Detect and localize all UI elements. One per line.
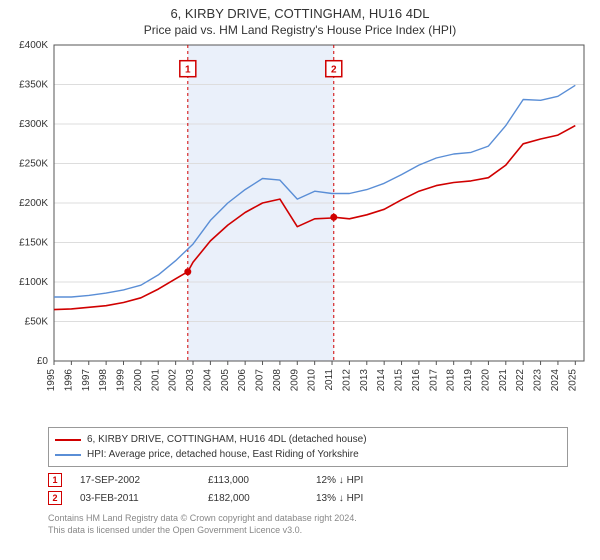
legend-row: HPI: Average price, detached house, East…	[55, 447, 561, 462]
x-tick-label: 2006	[237, 369, 248, 392]
chart-title: 6, KIRBY DRIVE, COTTINGHAM, HU16 4DL	[0, 0, 600, 21]
x-tick-label: 2015	[394, 369, 405, 392]
y-tick-label: £250K	[19, 159, 48, 170]
x-tick-label: 2011	[324, 369, 335, 391]
x-tick-label: 2008	[272, 369, 283, 392]
marker-hpi: 12% ↓ HPI	[316, 475, 426, 486]
legend-label: HPI: Average price, detached house, East…	[87, 447, 359, 462]
x-tick-label: 2024	[550, 369, 561, 392]
marker-hpi: 13% ↓ HPI	[316, 493, 426, 504]
legend: 6, KIRBY DRIVE, COTTINGHAM, HU16 4DL (de…	[48, 427, 568, 467]
x-tick-label: 2019	[463, 369, 474, 392]
y-tick-label: £50K	[25, 317, 49, 328]
x-tick-label: 2020	[480, 369, 491, 392]
x-tick-label: 2018	[446, 369, 457, 392]
sale-marker-dot	[330, 214, 337, 221]
legend-label: 6, KIRBY DRIVE, COTTINGHAM, HU16 4DL (de…	[87, 432, 367, 447]
x-tick-label: 2025	[567, 369, 578, 392]
marker-badge: 1	[48, 473, 62, 487]
footer-line: This data is licensed under the Open Gov…	[48, 525, 588, 537]
x-tick-label: 2023	[533, 369, 544, 392]
marker-row: 1 17-SEP-2002 £113,000 12% ↓ HPI	[48, 471, 568, 489]
x-tick-label: 1997	[81, 369, 92, 392]
x-tick-label: 2005	[220, 369, 231, 392]
y-tick-label: £0	[37, 356, 49, 367]
x-tick-label: 1998	[98, 369, 109, 392]
sales-markers-table: 1 17-SEP-2002 £113,000 12% ↓ HPI 2 03-FEB-201…	[48, 471, 568, 507]
marker-price: £182,000	[208, 493, 298, 504]
marker-date: 03-FEB-2011	[80, 493, 190, 504]
x-tick-label: 2000	[133, 369, 144, 392]
x-tick-label: 2014	[376, 369, 387, 392]
x-tick-label: 2009	[289, 369, 300, 392]
x-tick-label: 2003	[185, 369, 196, 392]
legend-swatch	[55, 439, 81, 441]
sale-label-text: 1	[185, 65, 191, 76]
y-tick-label: £350K	[19, 80, 48, 91]
x-tick-label: 2010	[307, 369, 318, 392]
x-tick-label: 2007	[255, 369, 266, 392]
x-tick-label: 1996	[63, 369, 74, 392]
legend-row: 6, KIRBY DRIVE, COTTINGHAM, HU16 4DL (de…	[55, 432, 561, 447]
y-tick-label: £300K	[19, 119, 48, 130]
legend-swatch	[55, 454, 81, 456]
chart-subtitle: Price paid vs. HM Land Registry's House …	[0, 21, 600, 41]
marker-price: £113,000	[208, 475, 298, 486]
x-tick-label: 2001	[150, 369, 161, 392]
marker-row: 2 03-FEB-2011 £182,000 13% ↓ HPI	[48, 489, 568, 507]
x-tick-label: 2017	[428, 369, 439, 392]
sale-label-text: 2	[331, 65, 337, 76]
marker-badge: 2	[48, 491, 62, 505]
sale-marker-dot	[184, 268, 191, 275]
footer-line: Contains HM Land Registry data © Crown c…	[48, 513, 588, 525]
x-tick-label: 2002	[168, 369, 179, 392]
x-tick-label: 2004	[202, 369, 213, 392]
y-tick-label: £200K	[19, 198, 48, 209]
x-tick-label: 2022	[515, 369, 526, 392]
line-chart: £0 £50K £100K £150K £200K £250K £300K £350K £400…	[10, 41, 590, 421]
marker-date: 17-SEP-2002	[80, 475, 190, 486]
x-tick-label: 2012	[341, 369, 352, 392]
footer-attribution: Contains HM Land Registry data © Crown c…	[48, 513, 588, 536]
y-tick-label: £150K	[19, 238, 48, 249]
x-tick-label: 2016	[411, 369, 422, 392]
chart-area: £0 £50K £100K £150K £200K £250K £300K £350K £400…	[10, 41, 590, 421]
x-tick-label: 1995	[46, 369, 57, 392]
x-tick-label: 1999	[116, 369, 127, 392]
x-tick-label: 2013	[359, 369, 370, 392]
x-tick-label: 2021	[498, 369, 509, 392]
y-tick-label: £100K	[19, 277, 48, 288]
y-tick-label: £400K	[19, 41, 48, 51]
